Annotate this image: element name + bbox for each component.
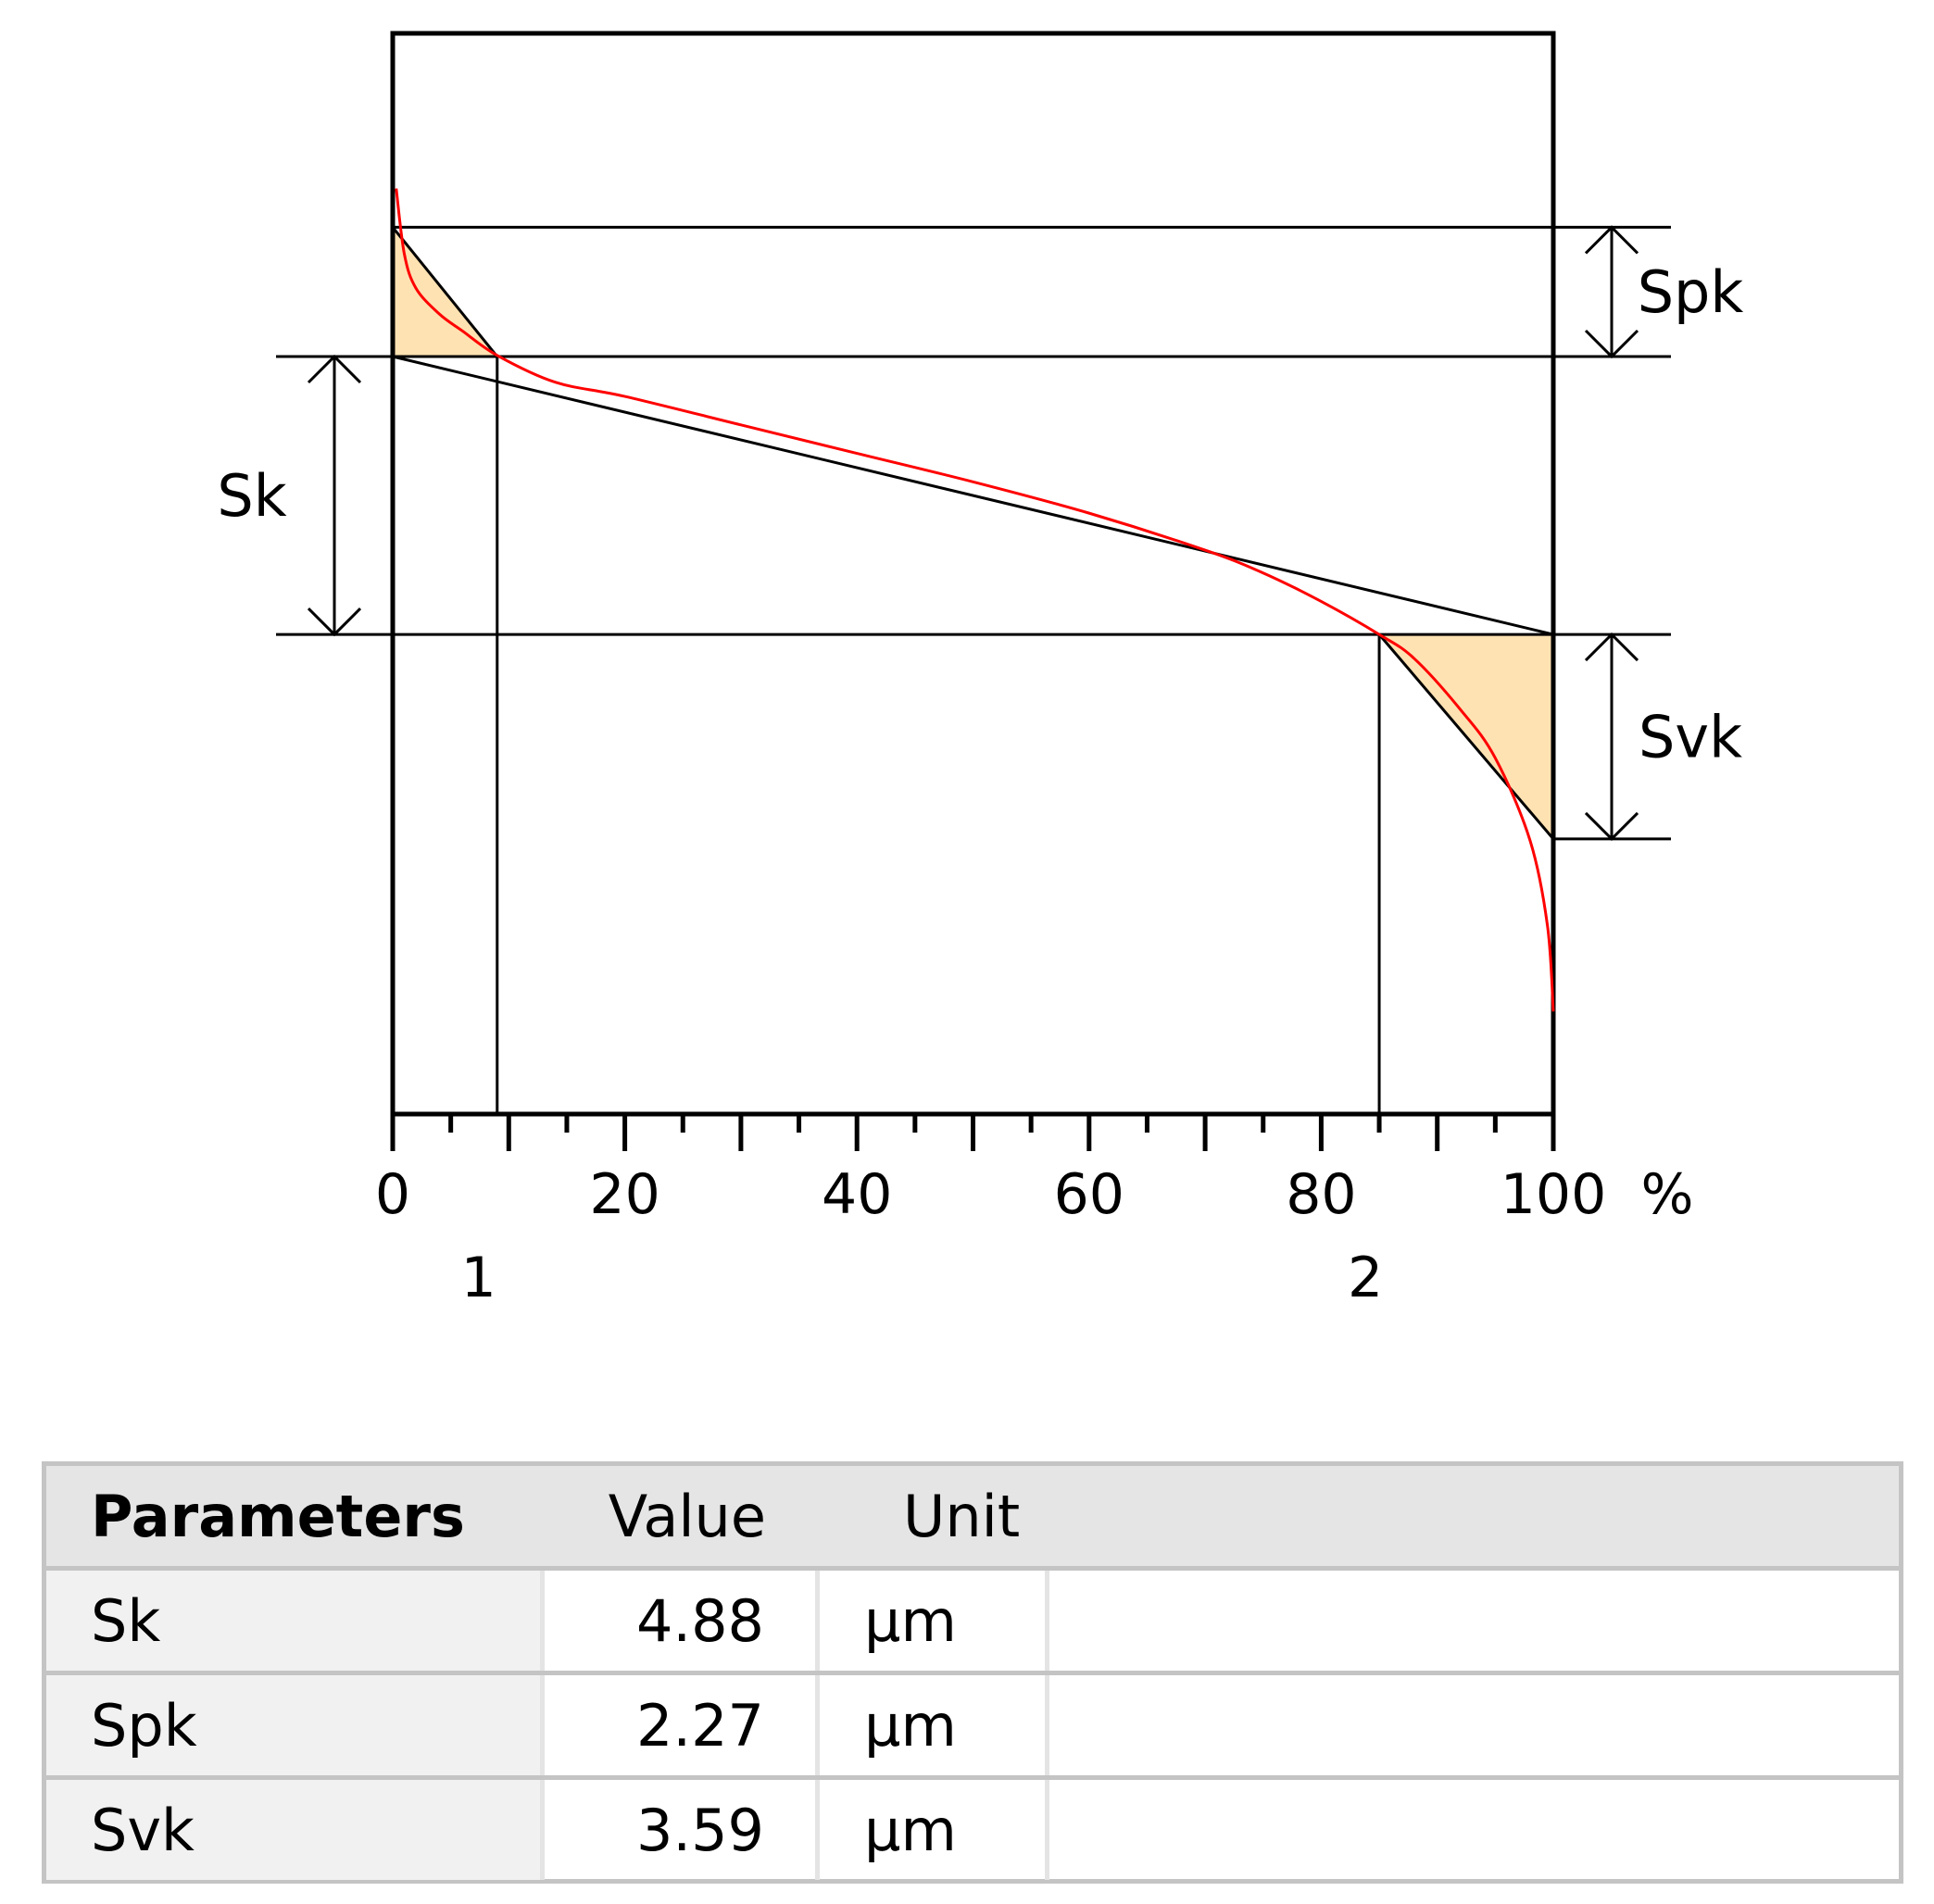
table-row: Svk 3.59 µm [46,1780,1899,1880]
peak-triangle-edge [391,226,498,357]
dimension-spk-head-down [1584,329,1639,359]
x-tick-label: 40 [822,1162,892,1227]
label-spk: Spk [1638,258,1744,326]
annotation-layer: Sk Spk Svk [217,225,1744,842]
table-header-row: Parameters Value Unit [46,1466,1899,1571]
x-axis: 1 20 20 40 60 80 100% [375,1114,1694,1310]
row-spacer [1049,1675,1899,1775]
dimension-sk-head-down [307,608,362,637]
dimension-svk-head-down [1584,811,1639,842]
param-value: 3.59 [545,1780,820,1880]
curve-layer [395,188,1555,1012]
x-tick-label: 20 [589,1162,659,1227]
param-name: Spk [46,1675,545,1775]
label-svk: Svk [1639,704,1742,771]
header-parameters: Parameters [91,1482,465,1550]
construction-lines [276,31,1671,1117]
param-unit: µm [820,1675,1049,1775]
x-unit-label: % [1640,1162,1693,1227]
dimension-sk-head-up [307,354,362,384]
mr-label-1: 1 [461,1246,496,1310]
param-value: 2.27 [545,1675,820,1775]
dimension-spk-head-up [1584,225,1639,255]
x-tick-label: 80 [1286,1162,1356,1227]
equivalent-line [392,355,1554,636]
row-spacer [1049,1571,1899,1671]
x-tick-label: 100 [1501,1162,1607,1227]
param-value: 4.88 [545,1571,820,1671]
x-tick-label: 60 [1054,1162,1124,1227]
row-spacer [1049,1780,1899,1880]
header-unit: Unit [903,1482,1021,1550]
header-value: Value [608,1482,766,1550]
valley-triangle-edge [1377,633,1555,840]
material-ratio-curve [395,188,1555,1012]
x-tick-label: 0 [375,1162,410,1227]
parameters-table: Parameters Value Unit Sk 4.88 µm Spk 2.2… [42,1461,1903,1884]
param-name: Sk [46,1571,545,1671]
param-unit: µm [820,1780,1049,1880]
dimension-svk-head-up [1584,632,1639,662]
table-row: Sk 4.88 µm [46,1571,1899,1675]
mr-label-2: 2 [1348,1246,1383,1310]
table-row: Spk 2.27 µm [46,1675,1899,1780]
param-unit: µm [820,1571,1049,1671]
label-sk: Sk [217,462,286,530]
param-name: Svk [46,1780,545,1880]
